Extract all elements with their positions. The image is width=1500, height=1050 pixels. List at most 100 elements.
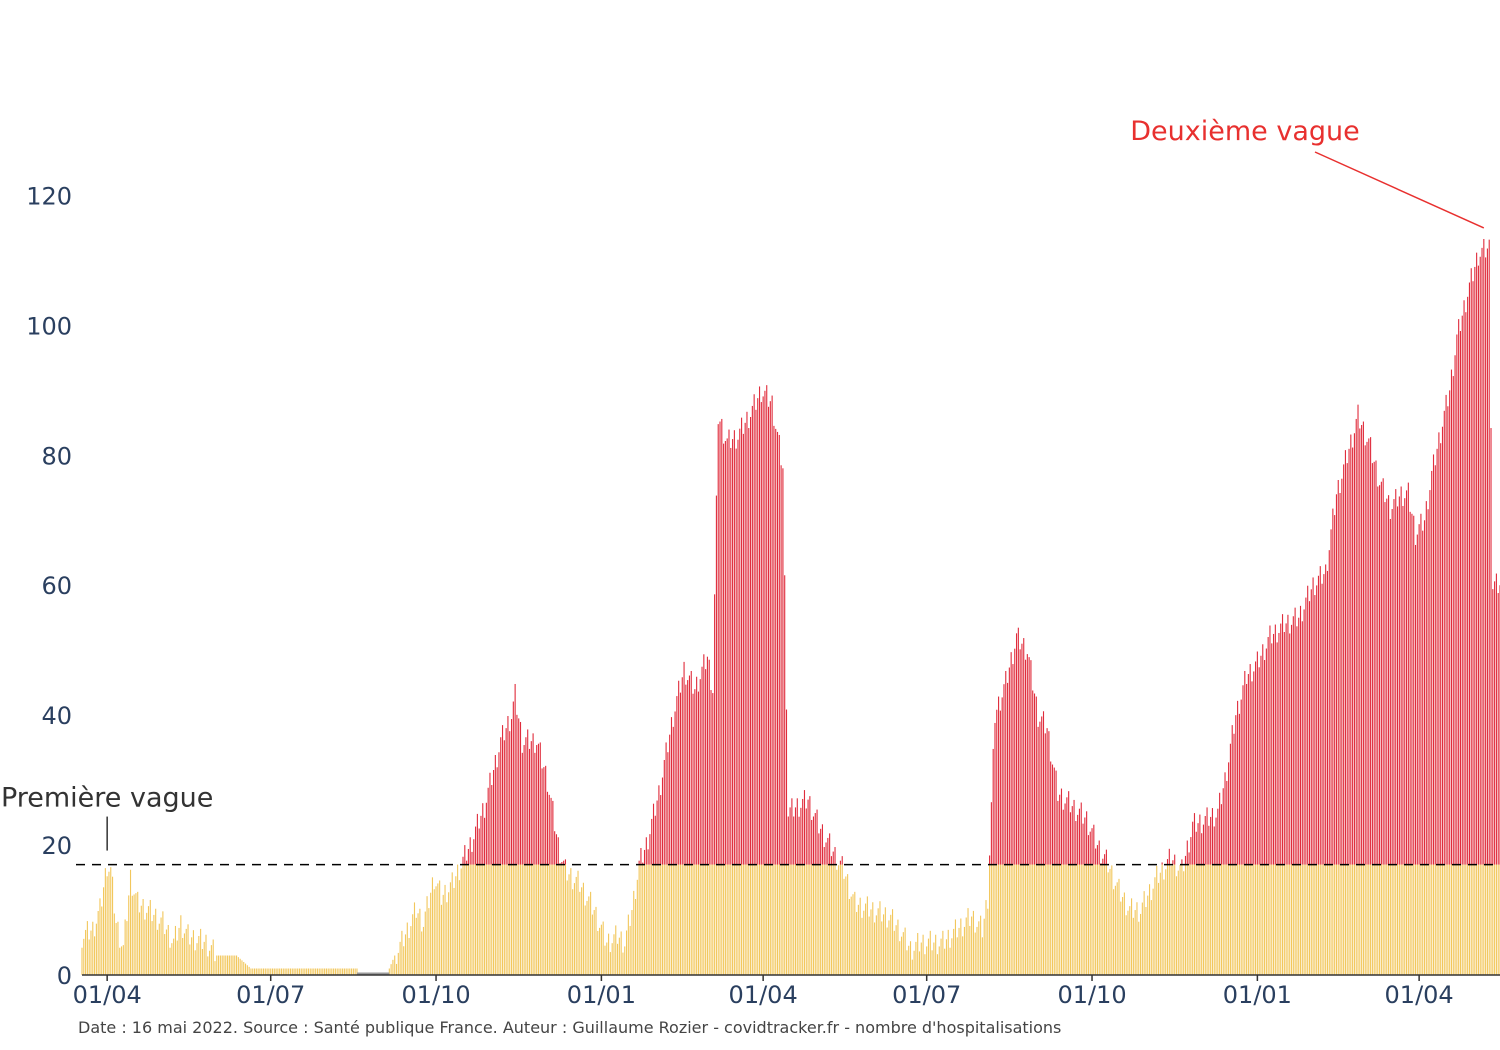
bar-above [1298,617,1300,865]
bar-above [1465,312,1467,865]
bar-above [1432,454,1435,865]
bar-above [703,654,705,865]
bar-below [462,864,464,975]
bar-below [1233,864,1235,975]
bar-below [1269,864,1271,975]
bar-below [1019,864,1021,975]
bar-above [505,728,507,865]
bar-below [1456,864,1458,975]
bar-above [478,828,480,865]
x-axis: 01/04 01/07 01/10 01/01 01/04 01/07 01/10 01/01… [73,974,1500,1009]
bar-above [545,765,547,865]
bar-below [1463,864,1465,975]
bar-below [1035,864,1037,975]
bar-above [794,807,797,865]
bar-below [1098,864,1100,975]
bar-below [703,864,705,975]
bar-above [1463,300,1465,865]
bar-below [422,926,425,975]
bar-below [1125,915,1127,975]
bar-above [1353,433,1355,865]
bar-below [807,864,809,975]
bar-below [266,968,268,975]
bar-below [1485,864,1487,975]
bar-below [886,927,888,975]
bar-below [108,871,110,975]
bar-below [971,916,973,975]
bar-below [1224,864,1226,975]
bar-above [1104,854,1106,865]
bar-below [138,912,141,975]
bar-below [1382,864,1384,975]
bar-below [1228,864,1230,975]
bar-below [259,968,261,975]
bar-above [1166,859,1169,865]
bar-below [550,864,552,975]
bar-below [500,864,502,975]
bar-below [794,864,797,975]
bar-below [649,864,651,975]
bar-below [282,968,284,975]
bar-above [647,849,649,865]
bar-below [158,923,160,975]
bar-above [1024,659,1027,865]
bar-below [230,955,232,975]
bar-below [412,914,414,975]
bar-below [322,968,324,975]
bar-below [888,920,890,975]
bar-below [153,914,155,975]
bar-below [996,864,998,975]
bar-below [1181,864,1183,975]
bar-below [451,872,453,975]
bar-above [696,676,698,865]
bar-above [640,848,642,865]
bar-below [1420,864,1422,975]
bar-below [1445,864,1447,975]
bar-below [395,963,398,975]
bar-above [530,741,532,865]
bar-below [883,914,885,975]
bar-below [575,876,577,975]
bar-above [469,837,471,865]
bar-above [1389,518,1391,865]
bar-below [1438,864,1440,975]
bar-below [86,921,88,975]
bar-below [1431,864,1433,975]
bar-below [791,864,793,975]
bar-above [500,737,502,865]
bar-below [1023,864,1025,975]
bar-below [1436,864,1438,975]
bar-above [1305,597,1307,865]
bar-below [602,921,604,975]
bar-below [126,921,128,975]
bar-below [1443,864,1445,975]
bar-above [561,861,563,865]
bar-below [388,968,390,975]
bar-above [543,767,545,865]
bar-above [1071,806,1073,865]
bar-above [1206,807,1208,865]
bar-below [234,955,236,975]
bar-below [185,928,187,975]
bar-below [171,943,173,975]
bar-below [309,968,311,975]
bar-above [1062,809,1064,865]
bar-above [1174,854,1176,865]
bar-below [167,924,169,975]
bar-below [656,864,658,975]
bar-below [742,864,744,975]
bar-below [1071,864,1073,975]
bar-below [246,965,248,975]
bar-below [453,887,455,975]
bar-above [1066,797,1068,865]
bar-above [498,752,500,865]
bar-below [487,864,489,975]
bar-below [1497,864,1499,975]
bar-below [1012,864,1014,975]
bar-below [1319,864,1321,975]
bar-above [1371,463,1373,865]
bar-above [1289,633,1291,865]
bar-below [191,937,193,975]
bar-below [1468,864,1470,975]
bar-below [406,922,408,975]
